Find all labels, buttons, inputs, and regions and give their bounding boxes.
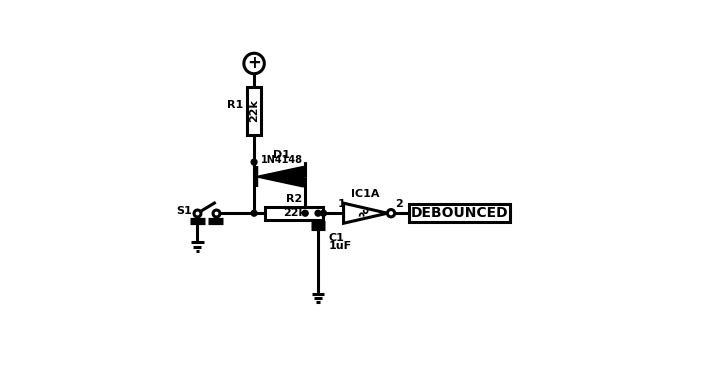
- Text: R1: R1: [227, 100, 243, 110]
- Text: R2: R2: [286, 194, 302, 204]
- Text: IC1A: IC1A: [351, 189, 379, 199]
- Text: S1: S1: [176, 206, 192, 216]
- Text: C1: C1: [329, 233, 345, 243]
- Polygon shape: [256, 166, 303, 187]
- Text: +: +: [247, 54, 261, 72]
- Circle shape: [251, 210, 257, 216]
- Text: 22k: 22k: [283, 208, 306, 218]
- FancyBboxPatch shape: [409, 204, 510, 222]
- Text: 2: 2: [395, 199, 403, 209]
- FancyBboxPatch shape: [265, 207, 323, 220]
- Text: 1: 1: [338, 199, 346, 209]
- Text: 1uF: 1uF: [329, 241, 352, 251]
- Circle shape: [302, 210, 308, 216]
- Text: D1: D1: [273, 150, 290, 160]
- Circle shape: [315, 210, 321, 216]
- Text: 1N4148: 1N4148: [261, 155, 302, 165]
- Text: DEBOUNCED: DEBOUNCED: [410, 206, 508, 220]
- Text: 22k: 22k: [249, 99, 259, 123]
- Circle shape: [251, 159, 257, 165]
- FancyBboxPatch shape: [247, 87, 261, 135]
- Circle shape: [320, 210, 326, 216]
